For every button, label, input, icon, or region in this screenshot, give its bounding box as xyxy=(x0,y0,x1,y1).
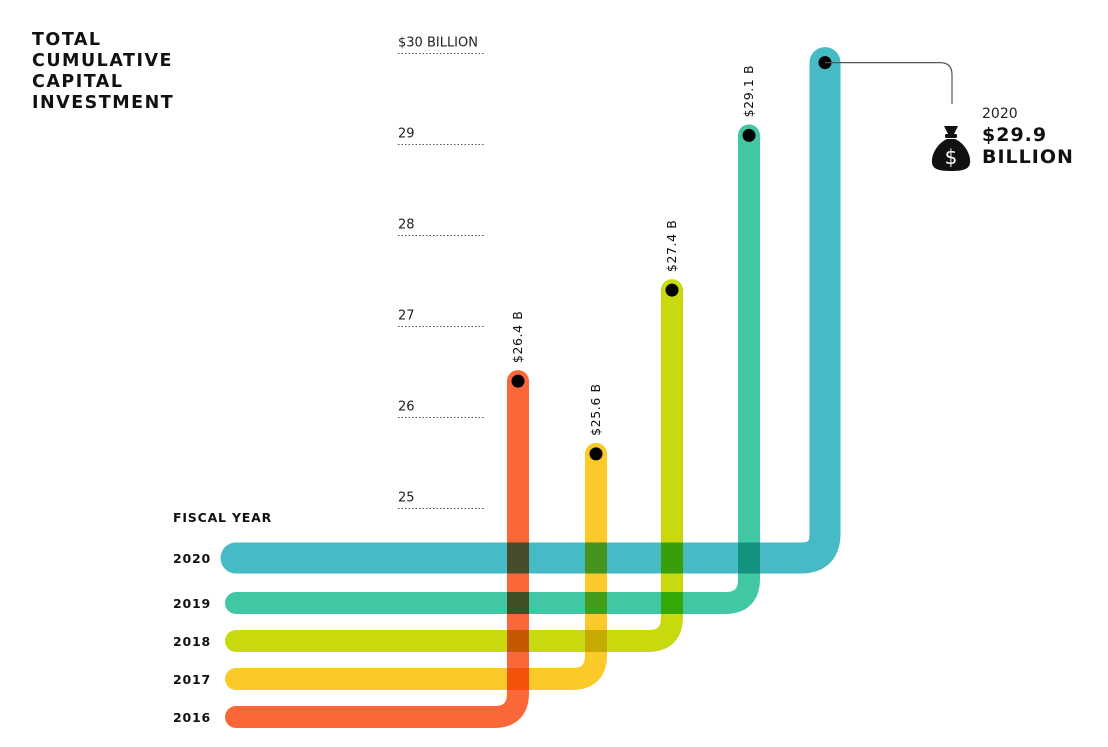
fiscal-year-axis-title: FISCAL YEAR xyxy=(173,510,272,525)
value-label-2017: $25.6 B xyxy=(588,383,603,436)
year-label-2018: 2018 xyxy=(173,634,211,649)
series-line-2018 xyxy=(225,279,683,652)
y-tick-label: 26 xyxy=(398,400,415,415)
series-line-2017 xyxy=(225,442,607,690)
value-label-2018: $27.4 B xyxy=(664,220,679,273)
y-tick-label: 27 xyxy=(398,309,415,324)
data-point-2018 xyxy=(665,283,679,297)
year-label-2020: 2020 xyxy=(173,551,211,566)
data-point-2017 xyxy=(589,447,603,461)
y-tick-label: 28 xyxy=(398,218,415,233)
year-label-2019: 2019 xyxy=(173,596,211,611)
y-tick-label: 25 xyxy=(398,491,415,506)
series-line-2020 xyxy=(220,47,841,574)
data-point-2016 xyxy=(511,374,525,388)
series-lines xyxy=(220,47,841,728)
year-label-2016: 2016 xyxy=(173,710,211,725)
year-label-2017: 2017 xyxy=(173,672,211,687)
title-line: CAPITAL xyxy=(32,72,124,92)
year-labels: 2016 2017 2018 2019 2020 xyxy=(173,551,211,725)
title-line: TOTAL xyxy=(32,30,102,50)
y-tick-label: $30 BILLION xyxy=(398,36,478,51)
callout-value-unit: BILLION xyxy=(982,146,1074,168)
chart-title: TOTAL CUMULATIVE CAPITAL INVESTMENT xyxy=(32,30,232,114)
money-bag-icon: $ xyxy=(931,126,971,171)
series-line-2016 xyxy=(225,370,529,728)
callout-leader-line xyxy=(825,62,953,104)
callout-value-amount: $29.9 xyxy=(982,124,1048,146)
dollar-glyph: $ xyxy=(945,145,958,169)
callout-value: $29.9 BILLION xyxy=(982,124,1102,168)
series-line-2019 xyxy=(225,124,760,614)
data-point-2019 xyxy=(742,128,756,142)
y-axis-ticks: $30 BILLION 29 28 27 26 25 xyxy=(398,36,484,509)
value-label-2019: $29.1 B xyxy=(741,65,756,118)
y-tick-label: 29 xyxy=(398,127,415,142)
value-labels: $26.4 B $25.6 B $27.4 B $29.1 B xyxy=(510,65,756,436)
title-line: INVESTMENT xyxy=(32,93,175,113)
title-line: CUMULATIVE xyxy=(32,51,173,71)
callout-year: 2020 xyxy=(982,106,1018,122)
value-label-2016: $26.4 B xyxy=(510,311,525,364)
total-callout: $ 2020 $29.9 BILLION xyxy=(930,104,1100,184)
